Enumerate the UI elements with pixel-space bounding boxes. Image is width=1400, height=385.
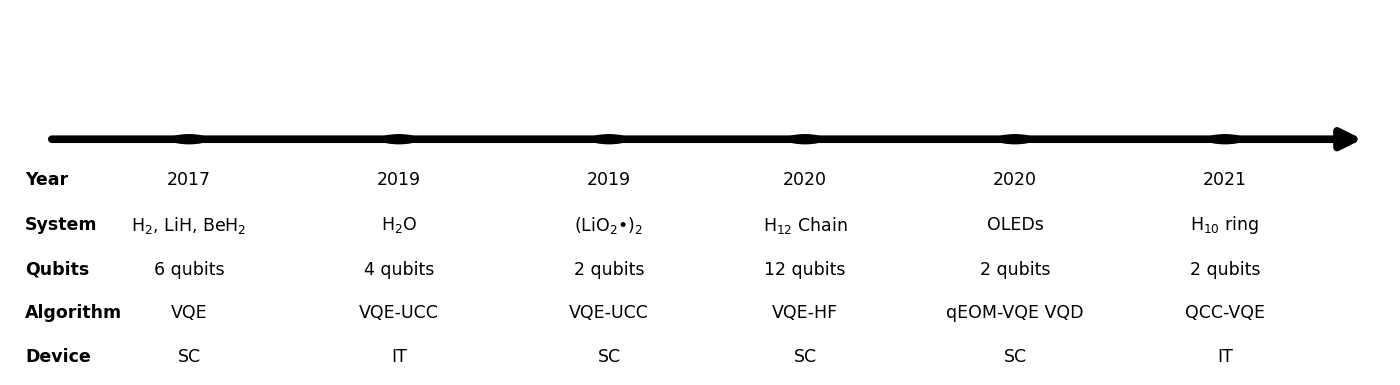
Circle shape: [591, 135, 627, 144]
Circle shape: [171, 135, 207, 144]
Text: 2 qubits: 2 qubits: [980, 261, 1050, 279]
Text: 12 qubits: 12 qubits: [764, 261, 846, 279]
Text: VQE: VQE: [171, 304, 207, 322]
Text: H$_2$, LiH, BeH$_2$: H$_2$, LiH, BeH$_2$: [132, 215, 246, 236]
Text: 6 qubits: 6 qubits: [154, 261, 224, 279]
Text: Algorithm: Algorithm: [25, 304, 122, 322]
Text: QCC-VQE: QCC-VQE: [1184, 304, 1266, 322]
Text: SC: SC: [598, 348, 620, 367]
Text: 2017: 2017: [167, 171, 211, 189]
Text: VQE-UCC: VQE-UCC: [568, 304, 650, 322]
Text: H$_{12}$ Chain: H$_{12}$ Chain: [763, 215, 847, 236]
Text: VQE-HF: VQE-HF: [771, 304, 839, 322]
Text: OLEDs: OLEDs: [987, 216, 1043, 234]
Text: SC: SC: [178, 348, 200, 367]
Text: SC: SC: [794, 348, 816, 367]
Text: 2 qubits: 2 qubits: [574, 261, 644, 279]
Text: 4 qubits: 4 qubits: [364, 261, 434, 279]
Text: 2020: 2020: [783, 171, 827, 189]
Text: qEOM-VQE VQD: qEOM-VQE VQD: [946, 304, 1084, 322]
Text: System: System: [25, 216, 98, 234]
Text: 2021: 2021: [1203, 171, 1247, 189]
Text: Qubits: Qubits: [25, 261, 90, 279]
Text: SC: SC: [1004, 348, 1026, 367]
Circle shape: [787, 135, 823, 144]
Text: H$_2$O: H$_2$O: [381, 215, 417, 235]
Text: 2019: 2019: [377, 171, 421, 189]
Text: Device: Device: [25, 348, 91, 367]
Text: Year: Year: [25, 171, 69, 189]
Text: H$_{10}$ ring: H$_{10}$ ring: [1190, 214, 1260, 236]
Circle shape: [381, 135, 417, 144]
Text: VQE-UCC: VQE-UCC: [358, 304, 440, 322]
Circle shape: [1207, 135, 1243, 144]
Text: 2020: 2020: [993, 171, 1037, 189]
Text: IT: IT: [1217, 348, 1233, 367]
Text: (LiO$_2$•)$_2$: (LiO$_2$•)$_2$: [574, 215, 644, 236]
Circle shape: [997, 135, 1033, 144]
Text: 2 qubits: 2 qubits: [1190, 261, 1260, 279]
Text: IT: IT: [391, 348, 407, 367]
Text: 2019: 2019: [587, 171, 631, 189]
